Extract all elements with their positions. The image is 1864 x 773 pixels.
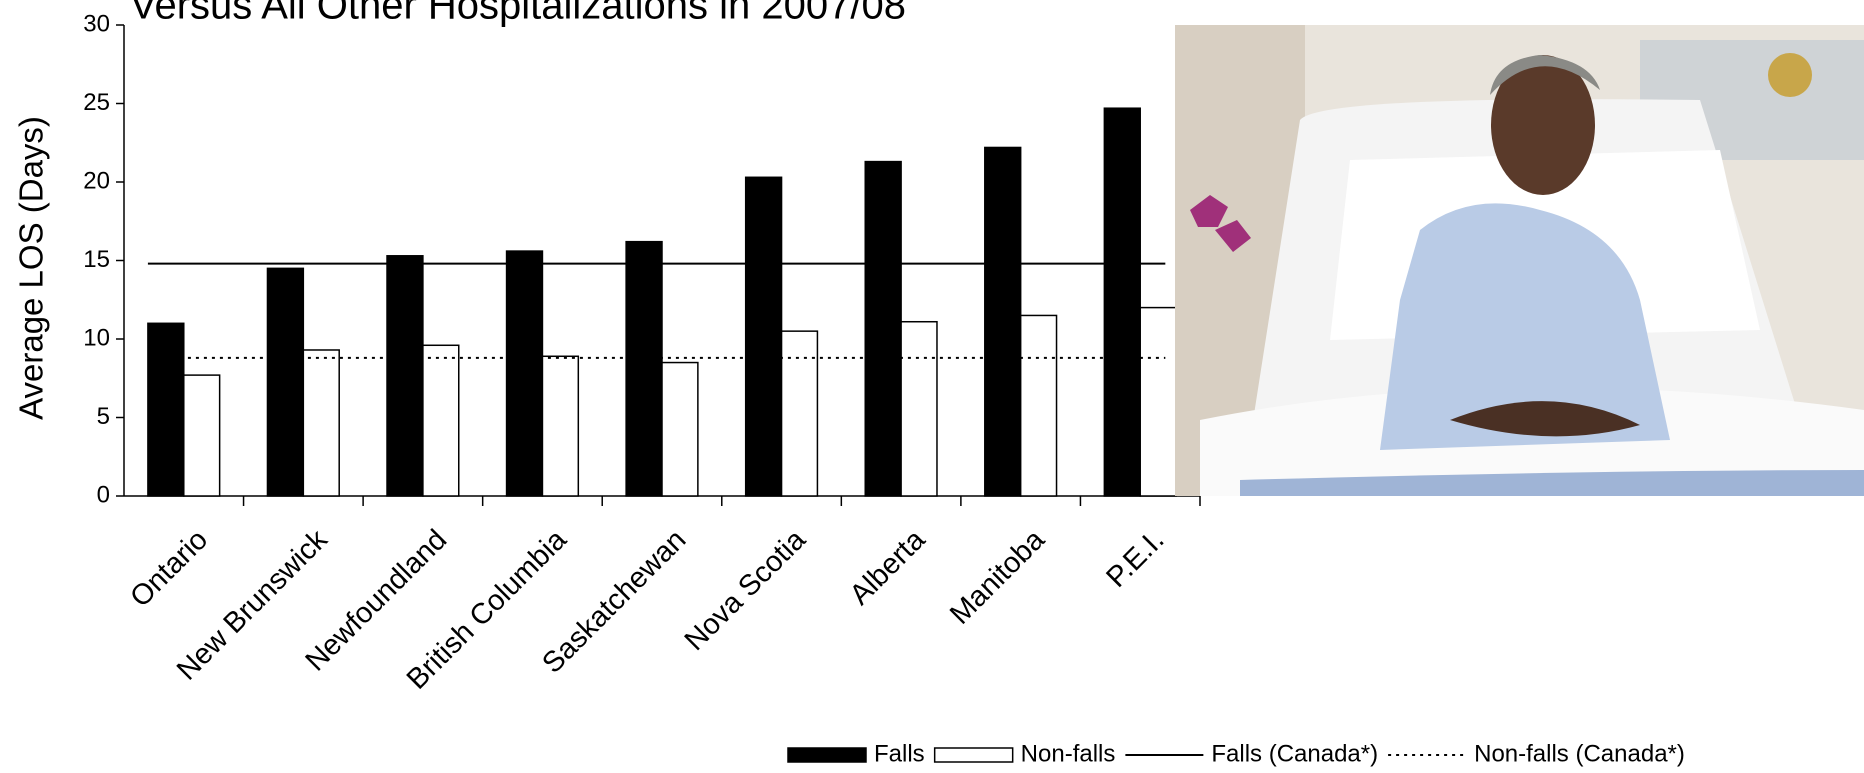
x-tick-label: Ontario	[124, 524, 214, 614]
y-axis-label: Average LOS (Days)	[13, 116, 50, 420]
bar	[780, 330, 819, 497]
y-tick-label: 25	[83, 89, 110, 116]
bar	[147, 322, 185, 497]
bar	[661, 361, 699, 497]
y-tick-label: 0	[97, 481, 110, 508]
x-tick-label: Manitoba	[944, 523, 1052, 631]
y-tick-label: 30	[83, 10, 110, 37]
bar	[266, 267, 305, 497]
legend-label: Non-falls	[1021, 740, 1116, 767]
legend-swatch	[787, 747, 867, 763]
bar	[541, 355, 580, 497]
bar	[1103, 107, 1141, 497]
bar	[1019, 314, 1058, 497]
bar	[984, 146, 1022, 497]
y-tick-label: 5	[97, 403, 110, 430]
bar	[422, 344, 460, 497]
y-tick-label: 20	[83, 167, 110, 194]
bar	[900, 320, 938, 497]
legend-label: Non-falls (Canada*)	[1474, 740, 1685, 767]
photo	[1175, 25, 1864, 496]
x-tick-label: Nova Scotia	[679, 523, 813, 657]
bar	[625, 240, 663, 497]
bar	[183, 374, 221, 497]
legend-label: Falls	[874, 740, 925, 767]
y-tick-label: 15	[83, 246, 110, 273]
legend: Falls Non-falls Falls (Canada*) Non-falls (…	[787, 740, 1685, 767]
bar	[505, 250, 544, 497]
bar	[1139, 306, 1177, 497]
bar	[864, 160, 902, 497]
y-tick-label: 10	[83, 324, 110, 351]
bar	[744, 176, 783, 497]
chart-title: Versus All Other Hospitalizations in 200…	[130, 0, 906, 28]
x-tick-label: P.E.I.	[1100, 524, 1170, 594]
legend-swatch	[933, 747, 1014, 763]
bar	[386, 255, 424, 497]
x-tick-label: Alberta	[844, 523, 932, 611]
legend-label: Falls (Canada*)	[1211, 740, 1378, 767]
bar	[302, 349, 340, 497]
